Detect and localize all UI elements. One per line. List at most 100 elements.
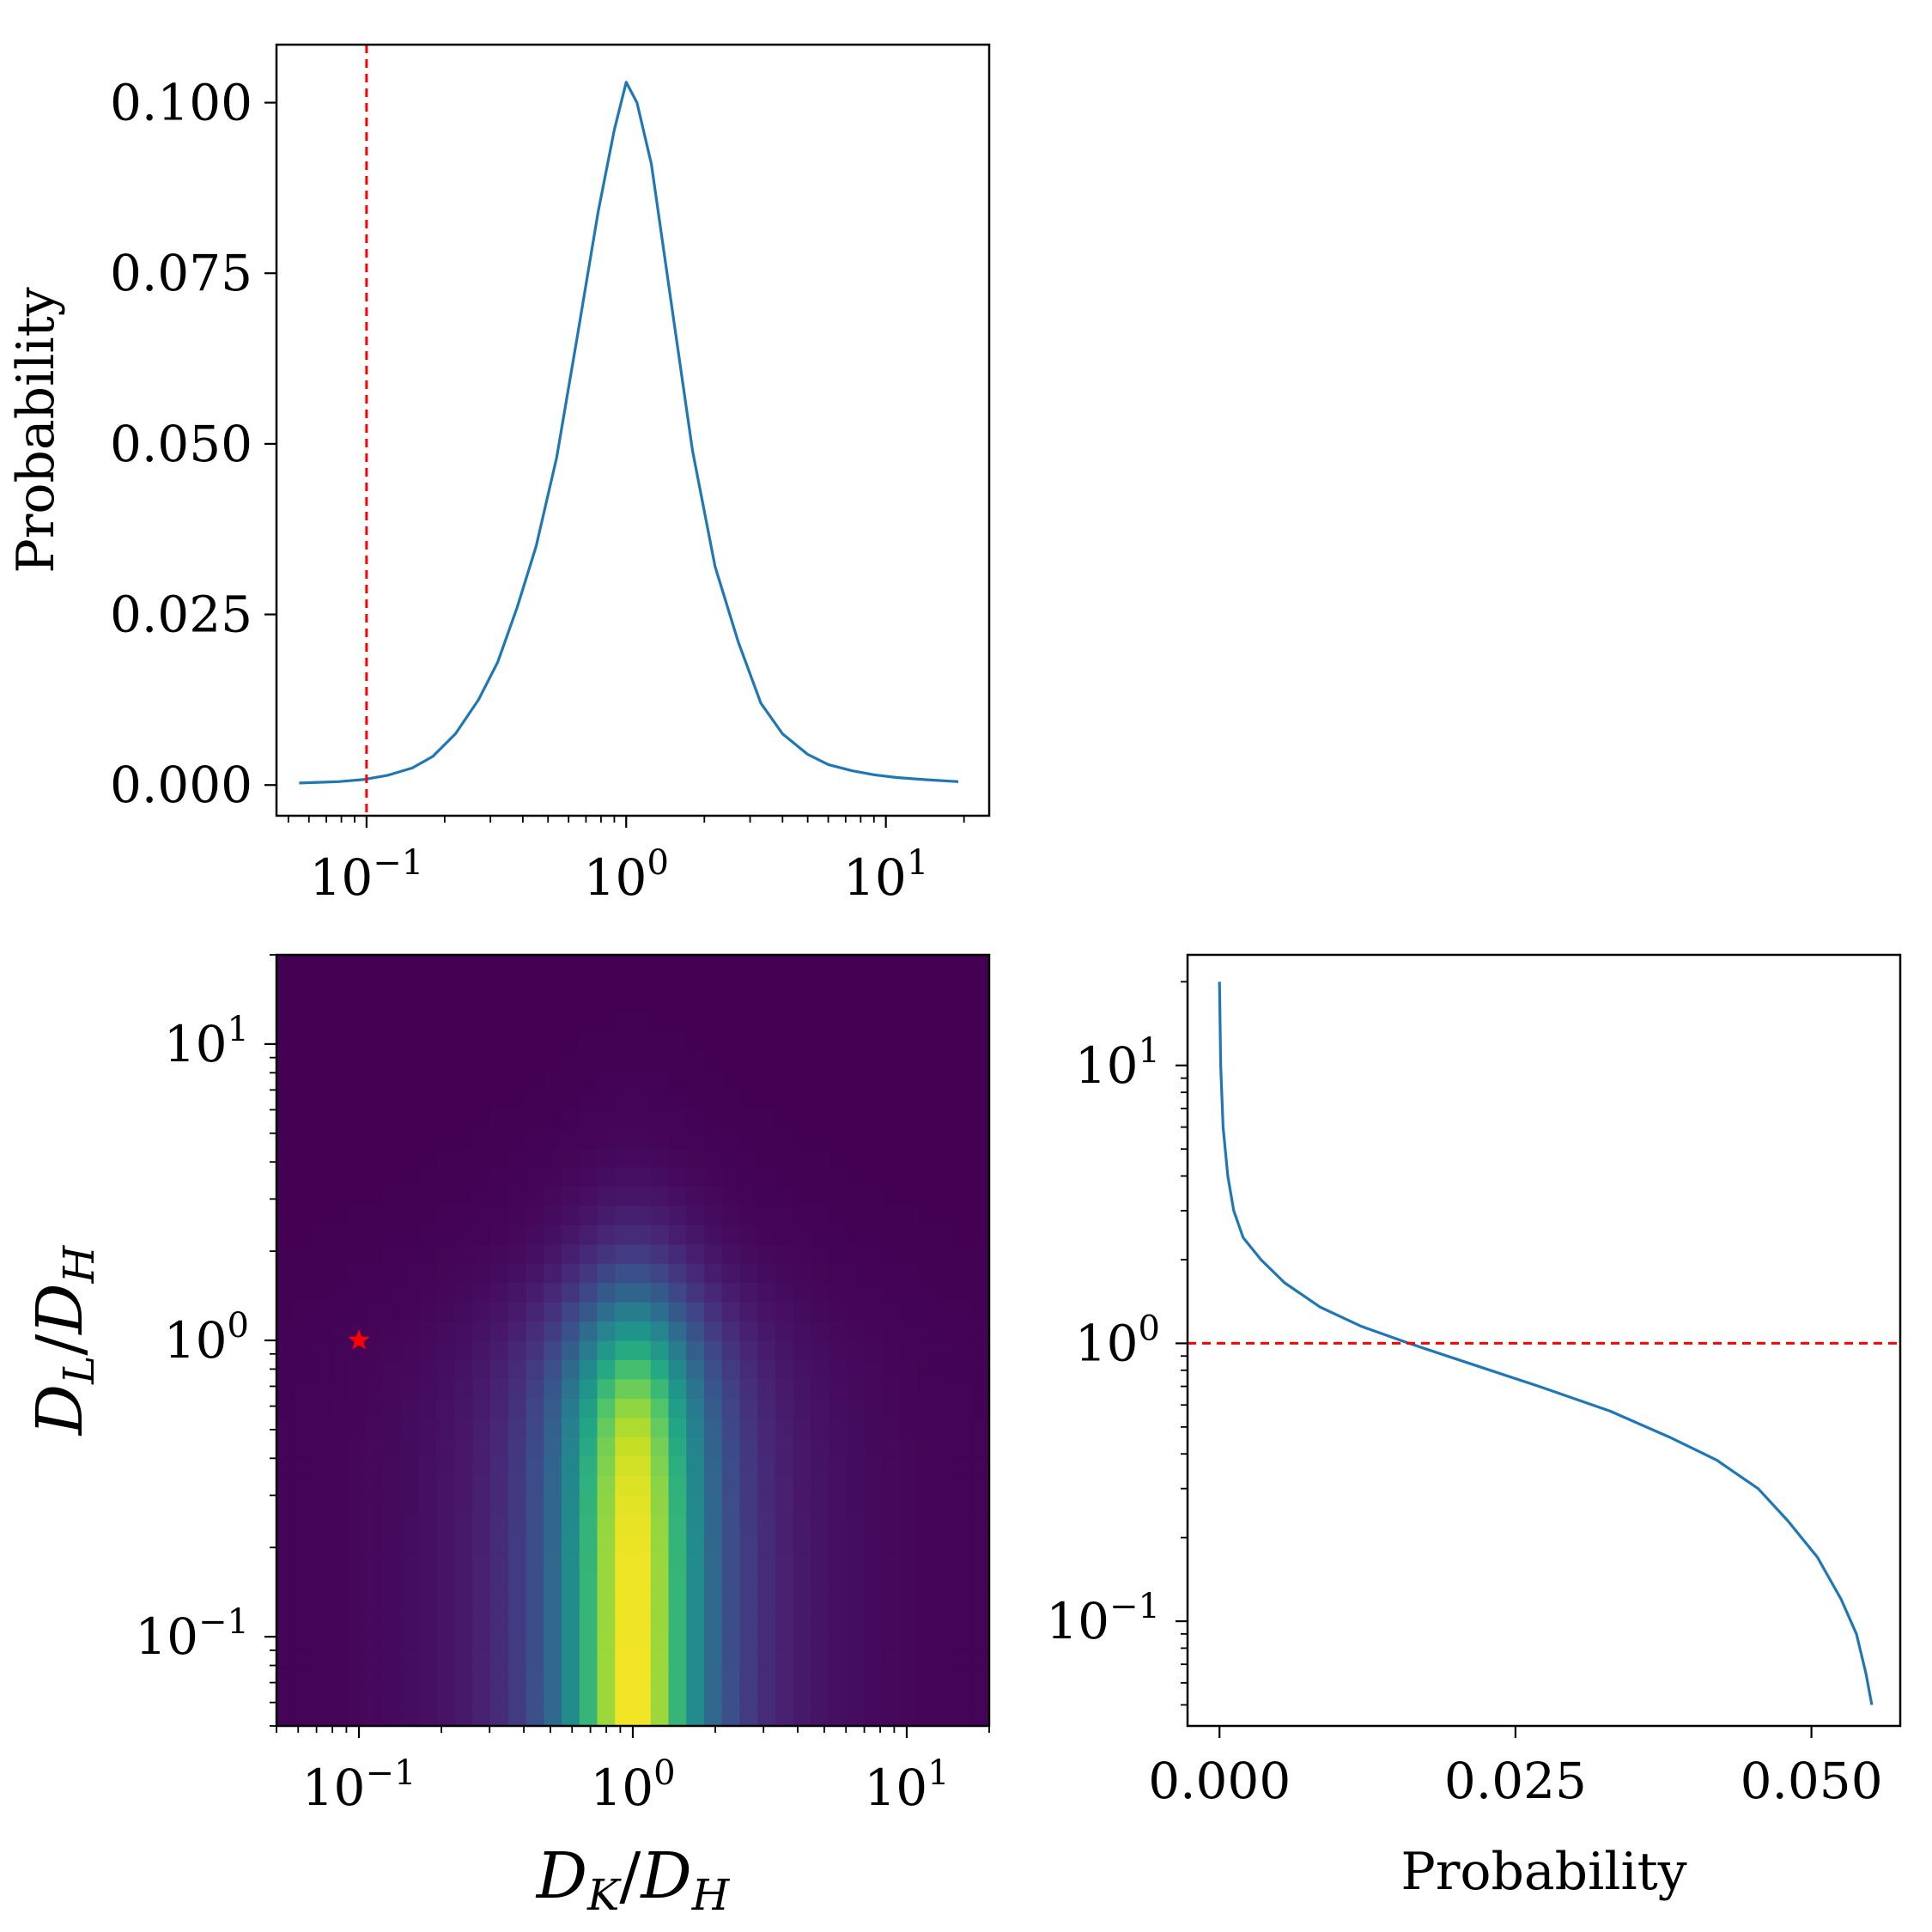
heatmap-cell: [757, 1340, 776, 1361]
heatmap-cell: [383, 1649, 402, 1669]
heatmap-cell: [330, 1109, 349, 1129]
heatmap-cell: [330, 1012, 349, 1033]
heatmap-cell: [472, 1494, 491, 1515]
heatmap-cell: [472, 1610, 491, 1631]
heatmap-cell: [472, 1378, 491, 1399]
heatmap-cell: [348, 1552, 367, 1572]
heatmap-cell: [401, 1090, 420, 1110]
heatmap-cell: [971, 1629, 990, 1649]
heatmap-cell: [739, 1494, 758, 1515]
heatmap-cell: [704, 1533, 723, 1553]
heatmap-cell: [864, 1590, 884, 1611]
heatmap-cell: [633, 1378, 652, 1399]
heatmap-cell: [383, 1263, 402, 1284]
heatmap-cell: [507, 1649, 527, 1669]
heatmap-cell: [953, 1398, 972, 1419]
heatmap-cell: [704, 1321, 723, 1341]
heatmap-cell: [526, 1359, 544, 1380]
heatmap-cell: [633, 1398, 652, 1419]
heatmap-cell: [704, 955, 723, 975]
heatmap-cell: [650, 1552, 670, 1572]
heatmap-cell: [472, 1128, 491, 1149]
heatmap-cell: [650, 1147, 670, 1168]
heatmap-cell: [330, 1552, 349, 1572]
heatmap-cell: [507, 1224, 527, 1245]
heatmap-cell: [526, 1340, 544, 1361]
heatmap-cell: [757, 1437, 776, 1457]
heatmap-cell: [650, 1668, 670, 1688]
heatmap-cell: [668, 1494, 687, 1515]
heatmap-cell: [704, 1552, 723, 1572]
heatmap-cell: [490, 1378, 509, 1399]
heatmap-cell: [847, 1571, 866, 1592]
heatmap-cell: [544, 1224, 562, 1245]
heatmap-cell: [276, 1224, 295, 1245]
heatmap-cell: [490, 1514, 509, 1534]
heatmap-cell: [757, 1051, 776, 1072]
heatmap-cell: [847, 1051, 866, 1072]
heatmap-cell: [312, 1012, 331, 1033]
heatmap-cell: [686, 1610, 705, 1631]
heatmap-cell: [811, 1302, 829, 1322]
heatmap-cell: [757, 1668, 776, 1688]
heatmap-cell: [686, 1166, 705, 1187]
heatmap-cell: [918, 1263, 937, 1284]
heatmap-cell: [847, 1378, 866, 1399]
heatmap-cell: [650, 1243, 670, 1264]
heatmap-cell: [436, 1610, 456, 1631]
heatmap-cell: [383, 1166, 402, 1187]
heatmap-cell: [597, 1166, 616, 1187]
heatmap-cell: [847, 1687, 866, 1708]
heatmap-cell: [935, 1455, 955, 1476]
heatmap-cell: [615, 1514, 634, 1534]
heatmap-cell: [419, 1378, 438, 1399]
heatmap-cell: [686, 1224, 705, 1245]
heatmap-cell: [294, 1302, 313, 1322]
heatmap-cell: [348, 1051, 367, 1072]
heatmap-cell: [829, 1243, 848, 1264]
heatmap-cell: [668, 1455, 687, 1476]
heatmap-cell: [775, 1340, 794, 1361]
heatmap-cell: [739, 1031, 758, 1052]
heatmap-cell: [330, 1166, 349, 1187]
heatmap-cell: [383, 1514, 402, 1534]
heatmap-cell: [436, 1282, 456, 1303]
heatmap-cell: [276, 1340, 295, 1361]
heatmap-cell: [900, 1321, 919, 1341]
heatmap-cell: [650, 1359, 670, 1380]
heatmap-cell: [882, 955, 901, 975]
heatmap-cell: [454, 1224, 473, 1245]
heatmap-cell: [971, 1378, 990, 1399]
heatmap-cell: [544, 1031, 562, 1052]
heatmap-cell: [330, 974, 349, 994]
heatmap-cell: [490, 1186, 509, 1206]
heatmap-cell: [686, 1109, 705, 1129]
heatmap-cell: [294, 1571, 313, 1592]
heatmap-cell: [864, 1263, 884, 1284]
heatmap-cell: [668, 993, 687, 1013]
heatmap-cell: [276, 1417, 295, 1437]
heatmap-cell: [864, 1166, 884, 1187]
heatmap-cell: [953, 1205, 972, 1225]
heatmap-cell: [847, 1668, 866, 1688]
heatmap-cell: [775, 1031, 794, 1052]
heatmap-cell: [383, 1437, 402, 1457]
heatmap-cell: [686, 1417, 705, 1437]
heatmap-cell: [579, 1552, 598, 1572]
heatmap-cell: [454, 1610, 473, 1631]
heatmap-cell: [633, 1321, 652, 1341]
heatmap-cell: [739, 974, 758, 994]
heatmap-cell: [544, 1475, 562, 1496]
heatmap-cell: [775, 1437, 794, 1457]
heatmap-cell: [348, 1070, 367, 1091]
heatmap-cell: [686, 1494, 705, 1515]
heatmap-cell: [739, 1552, 758, 1572]
heatmap-cell: [294, 1378, 313, 1399]
heatmap-cell: [436, 1437, 456, 1457]
heatmap-cell: [704, 1610, 723, 1631]
heatmap-cell: [811, 1475, 829, 1496]
heatmap-cell: [579, 1417, 598, 1437]
heatmap-cell: [348, 1263, 367, 1284]
heatmap-cell: [330, 993, 349, 1013]
heatmap-cell: [686, 1552, 705, 1572]
